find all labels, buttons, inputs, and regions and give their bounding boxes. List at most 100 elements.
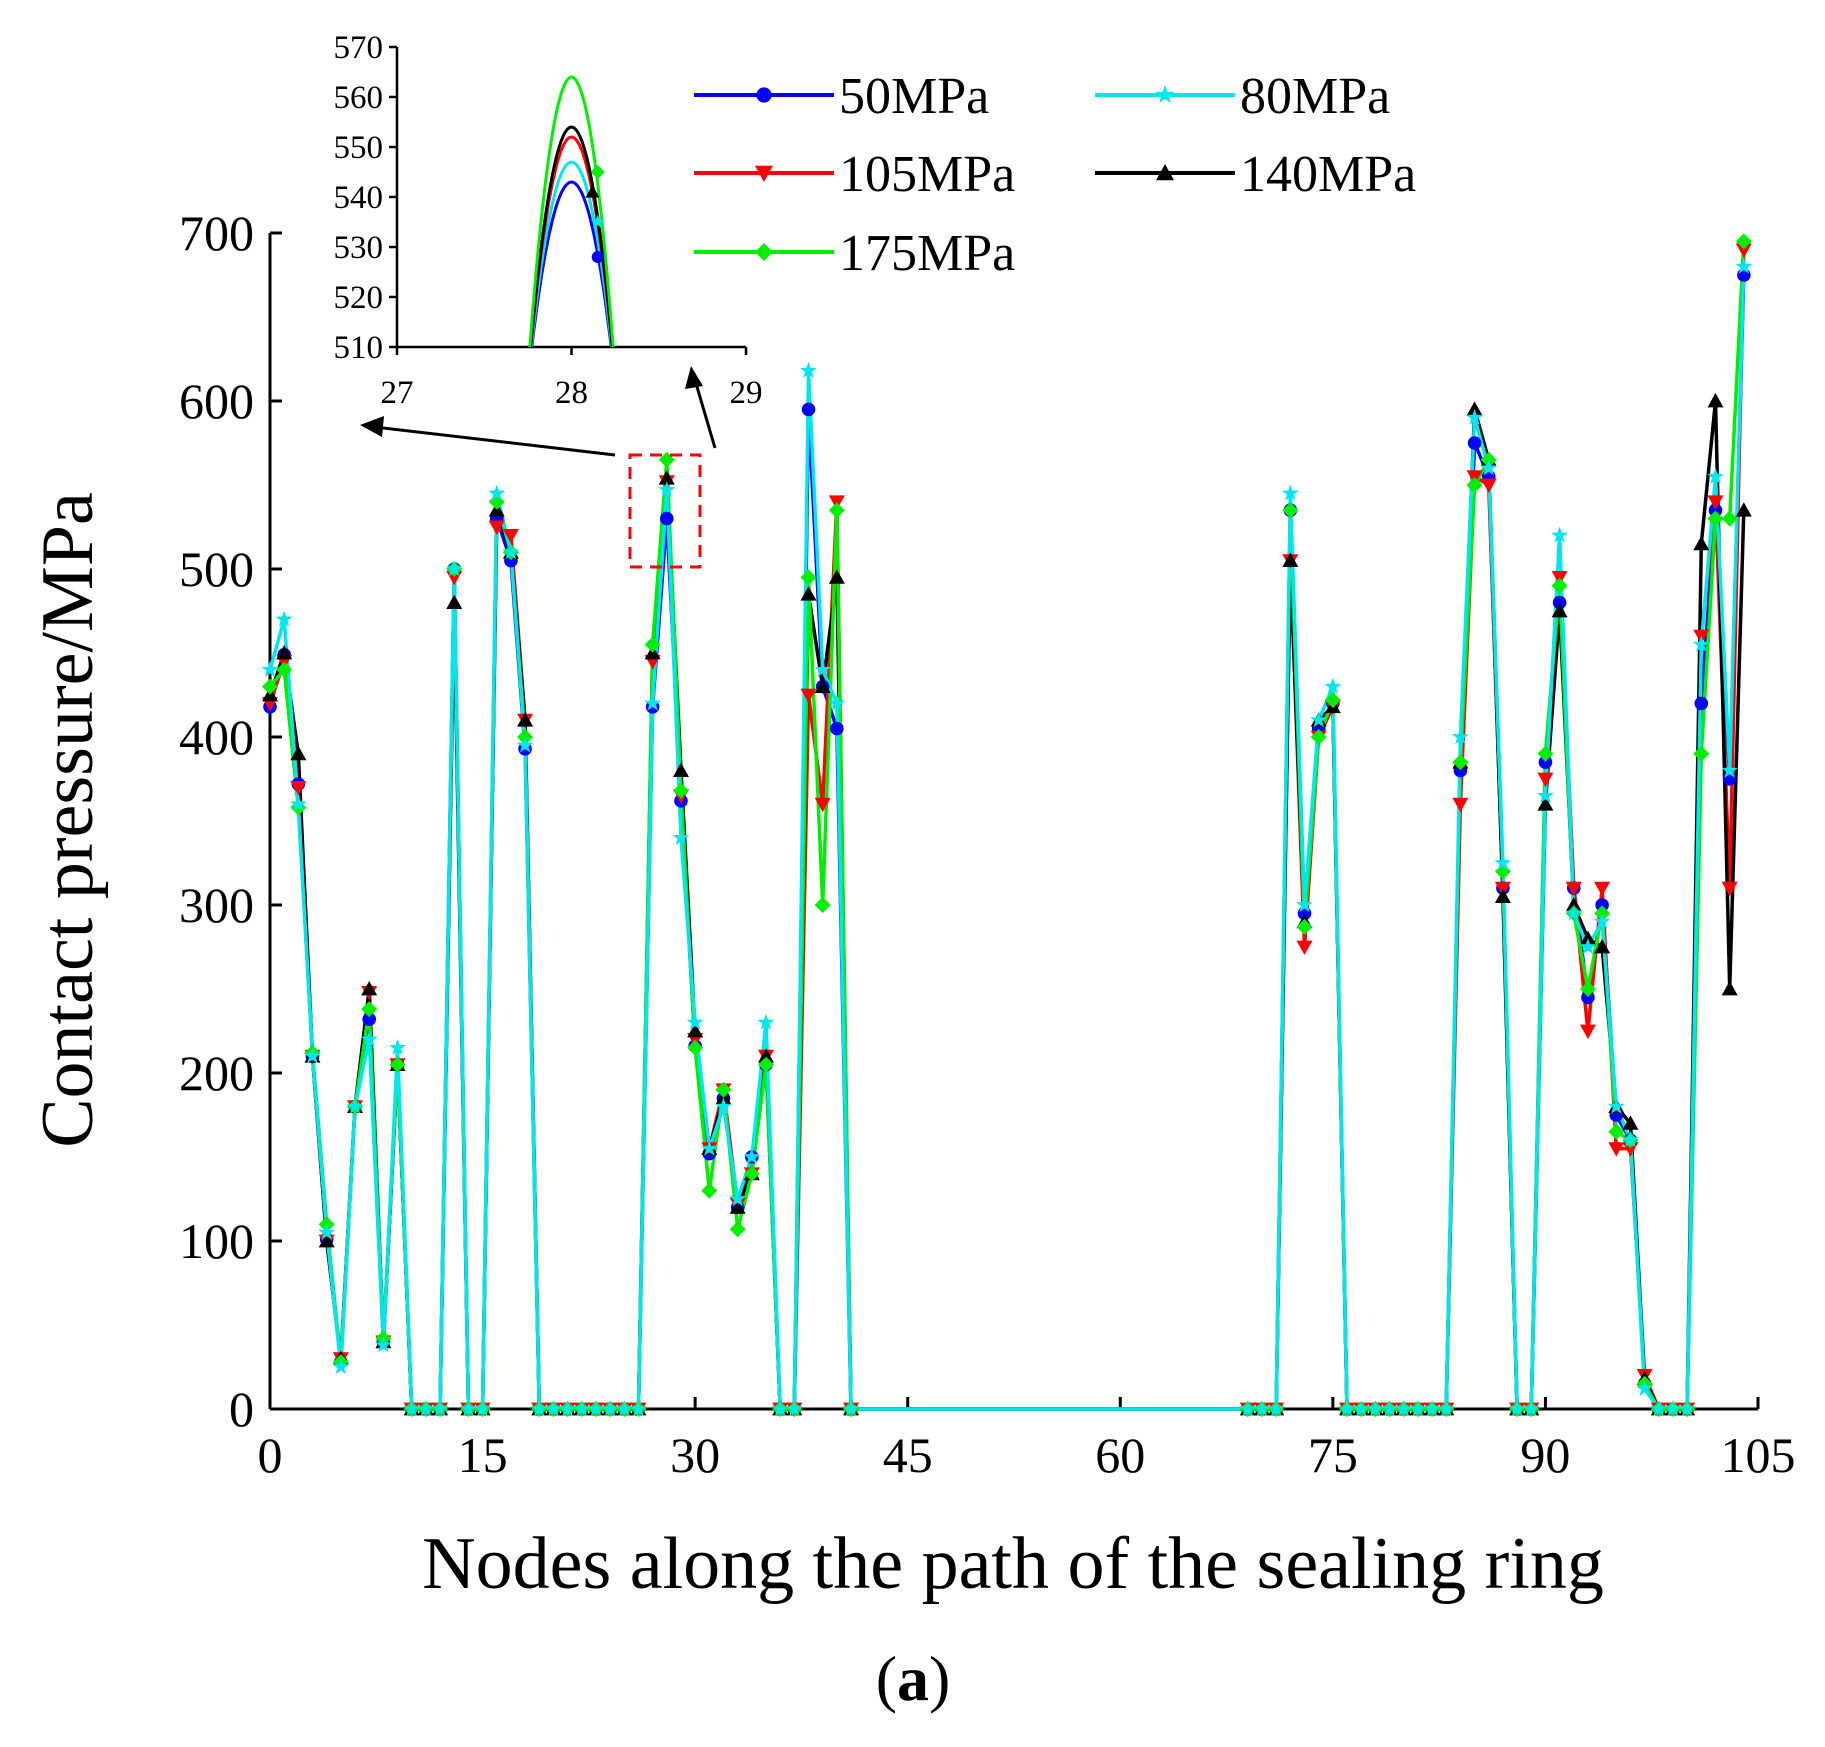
data-point-80mpa: [771, 1400, 789, 1417]
data-point-175mpa: [1707, 510, 1724, 527]
data-point-140mpa: [318, 1233, 335, 1248]
data-point-80mpa: [375, 1336, 392, 1353]
x-axis-title: Nodes along the path of the sealing ring: [422, 1523, 1604, 1605]
data-point-140mpa: [814, 678, 831, 693]
x-tick-label: 30: [670, 1427, 720, 1483]
data-point-140mpa: [1735, 502, 1752, 517]
inset-plot: 27 28 29 510 520 530 540 550 560 570: [334, 30, 763, 411]
data-point-80mpa: [1423, 1400, 1441, 1417]
inset-data-point-50mpa: [591, 251, 604, 263]
data-point-80mpa: [1678, 1400, 1696, 1417]
data-point-80mpa: [290, 795, 307, 812]
data-point-175mpa: [1608, 1123, 1625, 1140]
data-point-80mpa: [545, 1400, 562, 1417]
data-point-80mpa: [1692, 635, 1710, 652]
data-point-105mpa: [1721, 881, 1738, 897]
data-point-80mpa: [1494, 854, 1512, 871]
data-point-175mpa: [1282, 502, 1299, 519]
caption-close-paren: ): [929, 1643, 950, 1714]
data-point-80mpa: [1352, 1400, 1370, 1417]
data-point-175mpa: [262, 678, 278, 695]
data-point-175mpa: [1466, 477, 1483, 493]
figure-caption: (a): [876, 1643, 951, 1714]
data-point-80mpa: [1296, 896, 1313, 913]
data-point-80mpa: [1508, 1400, 1526, 1417]
data-point-175mpa: [389, 1056, 406, 1073]
data-point-80mpa: [786, 1400, 803, 1417]
legend-label-140mpa: 140MPa: [1240, 146, 1416, 203]
data-point-140mpa: [276, 645, 293, 660]
data-point-80mpa: [672, 829, 690, 845]
data-point-140mpa: [1494, 888, 1511, 903]
data-point-80mpa: [360, 1030, 378, 1047]
data-point-175mpa: [1579, 981, 1596, 997]
data-point-175mpa: [701, 1182, 718, 1199]
y-tick-label: 100: [179, 1213, 254, 1269]
inset-series-line-50mpa: [530, 180, 613, 347]
inset-y-tick-label: 540: [334, 180, 384, 216]
data-point-80mpa: [460, 1400, 477, 1417]
main-series: [268, 241, 1746, 1411]
data-point-140mpa: [517, 712, 534, 727]
data-point-80mpa: [559, 1400, 576, 1417]
inset-data-point-140mpa: [585, 185, 600, 198]
data-point-105mpa: [290, 781, 307, 796]
inset-series-line-175mpa: [528, 75, 615, 347]
data-point-50mpa: [1722, 772, 1737, 786]
data-point-140mpa: [1551, 603, 1568, 618]
data-point-80mpa: [715, 1097, 732, 1114]
data-point-80mpa: [700, 1139, 718, 1156]
data-point-175mpa: [1693, 745, 1710, 762]
zoom-arrow-right-head: [685, 366, 703, 389]
data-point-80mpa: [1735, 257, 1753, 274]
data-point-105mpa: [1452, 797, 1469, 813]
data-point-50mpa: [1581, 990, 1595, 1005]
data-point-80mpa: [686, 1013, 704, 1030]
data-point-140mpa: [800, 586, 817, 601]
data-point-175mpa: [1310, 729, 1327, 745]
data-point-175mpa: [1537, 745, 1554, 762]
data-point-80mpa: [1466, 409, 1483, 425]
data-point-80mpa: [502, 543, 520, 560]
data-point-175mpa: [361, 1001, 378, 1018]
data-point-80mpa: [757, 1013, 775, 1030]
data-point-50mpa: [1467, 436, 1482, 450]
data-point-80mpa: [431, 1400, 449, 1417]
legend-marker-80mpa: [1155, 85, 1175, 103]
data-point-140mpa: [828, 569, 845, 584]
legend-marker-105mpa: [755, 165, 773, 182]
legend-marker-140mpa: [1156, 164, 1174, 181]
x-tick-label: 60: [1095, 1427, 1145, 1483]
data-point-80mpa: [1381, 1400, 1398, 1417]
data-point-175mpa: [644, 636, 661, 653]
data-point-80mpa: [474, 1400, 491, 1417]
data-point-140mpa: [1707, 393, 1724, 408]
data-point-175mpa: [1721, 510, 1738, 527]
data-point-50mpa: [1708, 503, 1723, 517]
zoom-box: [628, 453, 702, 569]
legend-label-175mpa: 175MPa: [839, 225, 1015, 282]
data-point-140mpa: [361, 981, 378, 996]
legend-label-105mpa: 105MPa: [839, 146, 1015, 203]
data-point-80mpa: [346, 1097, 364, 1114]
data-point-80mpa: [828, 694, 846, 711]
data-point-140mpa: [1466, 401, 1483, 416]
legend-label-80mpa: 80MPa: [1240, 68, 1390, 125]
x-tick-label: 75: [1308, 1427, 1358, 1483]
data-point-80mpa: [1579, 938, 1597, 955]
inset-data-point-175mpa: [590, 165, 605, 179]
data-point-80mpa: [842, 1400, 860, 1417]
data-point-80mpa: [1310, 711, 1328, 728]
data-point-80mpa: [304, 1047, 321, 1064]
inset-ticks: 27 28 29 510 520 530 540 550 560 570: [334, 30, 763, 411]
data-point-105mpa: [1608, 1142, 1625, 1157]
data-point-80mpa: [1338, 1400, 1356, 1417]
inset-y-tick-label: 560: [334, 80, 384, 116]
data-point-80mpa: [275, 610, 293, 627]
data-point-105mpa: [1735, 243, 1752, 258]
data-point-80mpa: [1636, 1380, 1653, 1396]
caption-open-paren: (: [876, 1643, 897, 1714]
data-point-80mpa: [1565, 904, 1583, 921]
data-point-80mpa: [530, 1400, 548, 1417]
